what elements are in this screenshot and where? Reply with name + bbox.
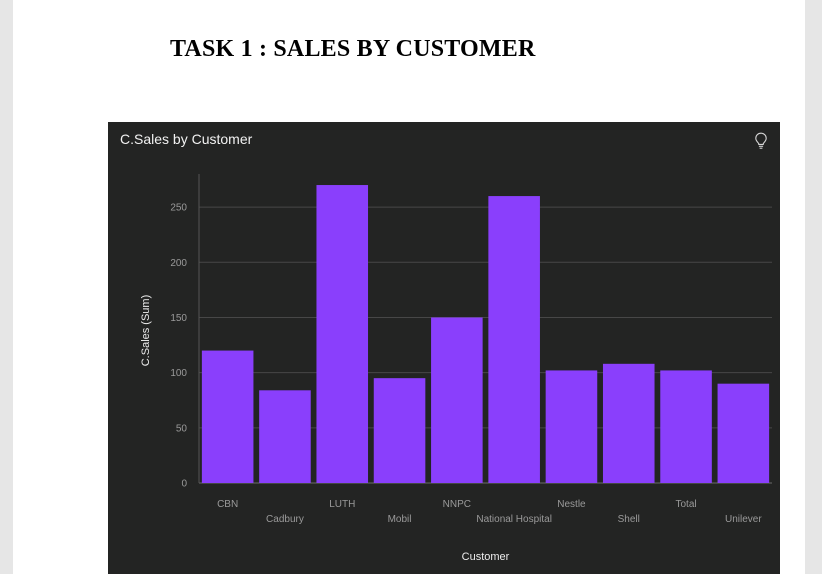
task-heading: TASK 1 : SALES BY CUSTOMER [170,36,536,62]
x-tick-label: NNPC [443,499,471,510]
bar-mobil[interactable] [373,378,426,483]
x-tick-label: CBN [217,499,238,510]
bar-luth[interactable] [316,185,369,483]
bar-shell[interactable] [602,363,655,483]
x-tick-label: Mobil [388,514,412,525]
bar-cbn[interactable] [201,350,254,483]
chart-title: C.Sales by Customer [120,131,253,147]
y-tick-label: 200 [170,258,187,269]
x-tick-label: Unilever [725,514,762,525]
y-tick-label: 250 [170,203,187,214]
bar-total[interactable] [660,370,712,483]
chart-panel: 0 50 100 150 200 250 CBN Cadbury LUTH Mobil NNPC N… [108,122,780,574]
bar-unilever[interactable] [717,383,770,483]
y-tick-label: 150 [170,313,187,324]
x-tick-label: National Hospital [476,514,552,525]
y-tick-label: 50 [176,423,188,434]
y-axis-title: C.Sales (Sum) [140,295,152,367]
bar-chart: 0 50 100 150 200 250 CBN Cadbury LUTH Mobil NNPC N… [140,174,772,563]
y-tick-label: 100 [170,368,187,379]
bar-cadbury[interactable] [259,390,311,483]
bars [201,185,770,484]
x-tick-label: LUTH [329,499,355,510]
y-tick-labels: 0 50 100 150 200 250 [170,203,187,490]
document-page: TASK 1 : SALES BY CUSTOMER 0 50 100 150 200 2… [13,0,805,574]
y-tick-label: 0 [181,479,187,490]
x-tick-labels: CBN Cadbury LUTH Mobil NNPC National Hospital… [217,499,762,525]
lightbulb-icon[interactable] [754,132,768,150]
x-tick-label: Cadbury [266,514,304,525]
bar-nestle[interactable] [545,370,598,483]
bar-national-hospital[interactable] [488,196,540,484]
x-tick-label: Nestle [557,499,586,510]
x-tick-label: Shell [618,514,640,525]
bar-nnpc[interactable] [431,317,483,483]
x-axis-title: Customer [462,551,510,563]
x-tick-label: Total [675,499,696,510]
